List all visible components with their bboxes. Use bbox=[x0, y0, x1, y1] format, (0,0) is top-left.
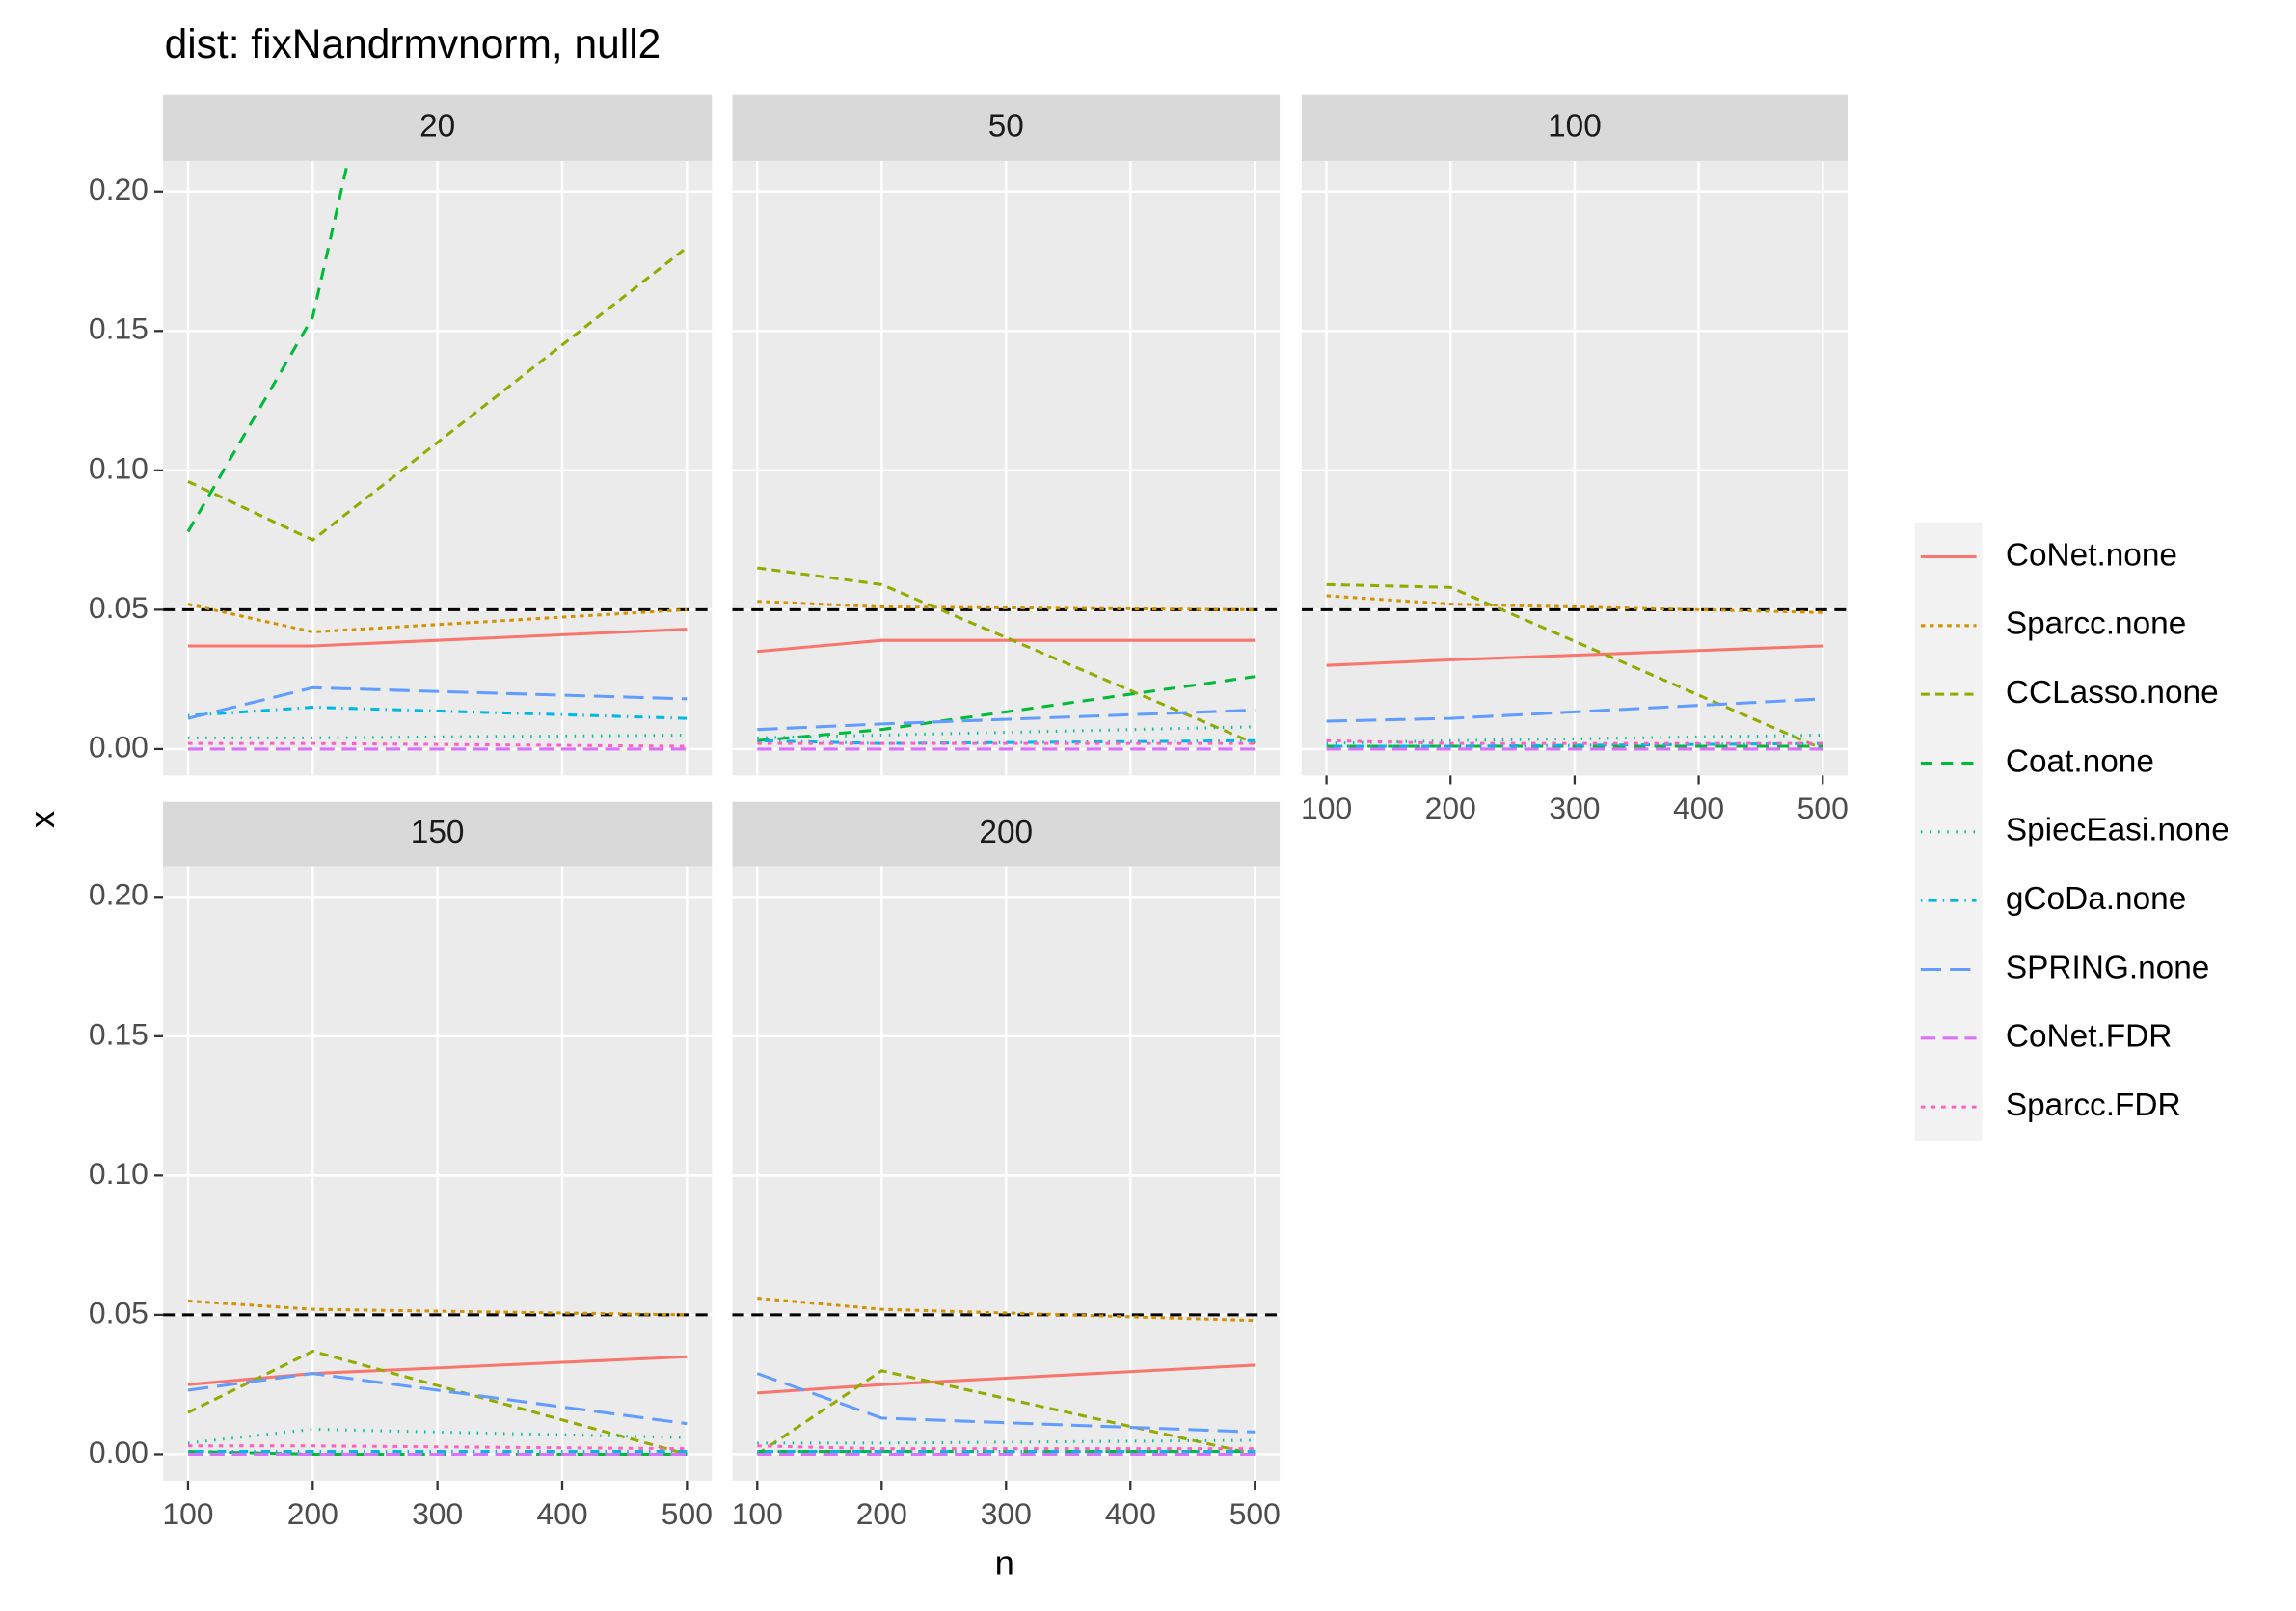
legend-label: Sparcc.none bbox=[2006, 606, 2186, 642]
legend-label: Coat.none bbox=[2006, 743, 2154, 779]
series-line bbox=[1326, 733, 1823, 745]
legend-key bbox=[1917, 870, 1980, 932]
strip bbox=[1301, 94, 1848, 161]
chart-title: dist: fixNandrmvnorm, null2 bbox=[165, 22, 662, 67]
y-tick-label: 0.10 bbox=[89, 1156, 149, 1191]
series-line bbox=[1326, 644, 1823, 667]
panel-lines bbox=[163, 160, 713, 751]
series-line bbox=[1326, 738, 1823, 745]
legend-label: SPRING.none bbox=[2006, 950, 2209, 985]
y-tick-label: 0.15 bbox=[89, 1016, 149, 1051]
legend-label: CoNet.FDR bbox=[2006, 1019, 2172, 1055]
strip bbox=[732, 94, 1281, 161]
series-line bbox=[187, 1349, 688, 1456]
series-line bbox=[757, 1444, 1256, 1451]
strip-label: 150 bbox=[411, 815, 465, 850]
x-tick-label: 300 bbox=[1549, 791, 1600, 825]
legend-label: SpiecEasi.none bbox=[2006, 813, 2229, 848]
x-tick-label: 500 bbox=[1797, 791, 1849, 825]
series-line bbox=[187, 246, 689, 542]
legend-key bbox=[1917, 1076, 1980, 1139]
x-axis-title: n bbox=[995, 1544, 1014, 1583]
series-line bbox=[1326, 697, 1823, 723]
series-line bbox=[757, 600, 1256, 611]
y-tick-label: 0.10 bbox=[89, 450, 149, 485]
series-line bbox=[757, 1363, 1256, 1395]
series-line bbox=[757, 708, 1256, 732]
y-tick-label: 0.00 bbox=[89, 729, 149, 764]
series-line bbox=[187, 706, 688, 720]
panel-lines bbox=[1301, 582, 1848, 751]
series-line bbox=[187, 603, 688, 634]
y-axis-title: x bbox=[22, 811, 62, 828]
panel-lines bbox=[163, 1299, 713, 1456]
series-line bbox=[757, 566, 1256, 745]
strip-label: 20 bbox=[419, 109, 455, 145]
x-tick-label: 200 bbox=[1425, 791, 1476, 825]
y-tick-label: 0.20 bbox=[89, 877, 149, 912]
y-tick-label: 0.20 bbox=[89, 172, 149, 206]
x-tick-label: 500 bbox=[1229, 1496, 1281, 1531]
y-tick-label: 0.15 bbox=[89, 311, 149, 346]
x-tick-label: 200 bbox=[287, 1496, 338, 1531]
strip bbox=[163, 94, 713, 161]
x-tick-label: 100 bbox=[162, 1496, 213, 1531]
legend-label: Sparcc.FDR bbox=[2006, 1087, 2181, 1123]
series-line bbox=[756, 1372, 1256, 1434]
series-line bbox=[756, 1369, 1256, 1456]
series-line bbox=[187, 685, 688, 720]
strip-label: 200 bbox=[979, 815, 1033, 850]
panel-lines bbox=[732, 1297, 1281, 1456]
y-tick-label: 0.05 bbox=[89, 590, 149, 625]
x-tick-label: 400 bbox=[536, 1496, 587, 1531]
x-tick-label: 200 bbox=[856, 1496, 907, 1531]
legend-label: gCoDa.none bbox=[2006, 881, 2186, 917]
series-line bbox=[757, 1438, 1256, 1445]
x-tick-label: 500 bbox=[662, 1496, 713, 1531]
x-tick-label: 400 bbox=[1673, 791, 1724, 825]
x-tick-label: 300 bbox=[981, 1496, 1032, 1531]
strip-label: 100 bbox=[1548, 109, 1602, 145]
panel-lines bbox=[732, 566, 1281, 751]
series-line bbox=[187, 628, 688, 648]
legend-label: CCLasso.none bbox=[2006, 675, 2219, 711]
series-line bbox=[757, 638, 1256, 654]
series-line bbox=[1326, 582, 1823, 751]
strip-label: 50 bbox=[988, 109, 1024, 145]
series-line bbox=[757, 675, 1256, 742]
series-line bbox=[1326, 594, 1823, 614]
y-tick-label: 0.05 bbox=[89, 1295, 149, 1329]
series-line bbox=[187, 1299, 688, 1317]
series-line bbox=[186, 160, 350, 533]
legend-label: CoNet.none bbox=[2006, 537, 2177, 573]
x-tick-label: 300 bbox=[412, 1496, 463, 1531]
x-tick-label: 100 bbox=[1301, 791, 1352, 825]
series-line bbox=[1326, 741, 1823, 748]
x-tick-label: 100 bbox=[732, 1496, 783, 1531]
series-line bbox=[187, 1444, 688, 1451]
series-line bbox=[187, 1372, 688, 1426]
strip bbox=[732, 801, 1281, 867]
y-tick-label: 0.00 bbox=[89, 1435, 149, 1469]
series-line bbox=[187, 741, 688, 748]
x-tick-label: 400 bbox=[1105, 1496, 1156, 1531]
strip bbox=[163, 801, 713, 867]
series-line bbox=[757, 1297, 1256, 1323]
